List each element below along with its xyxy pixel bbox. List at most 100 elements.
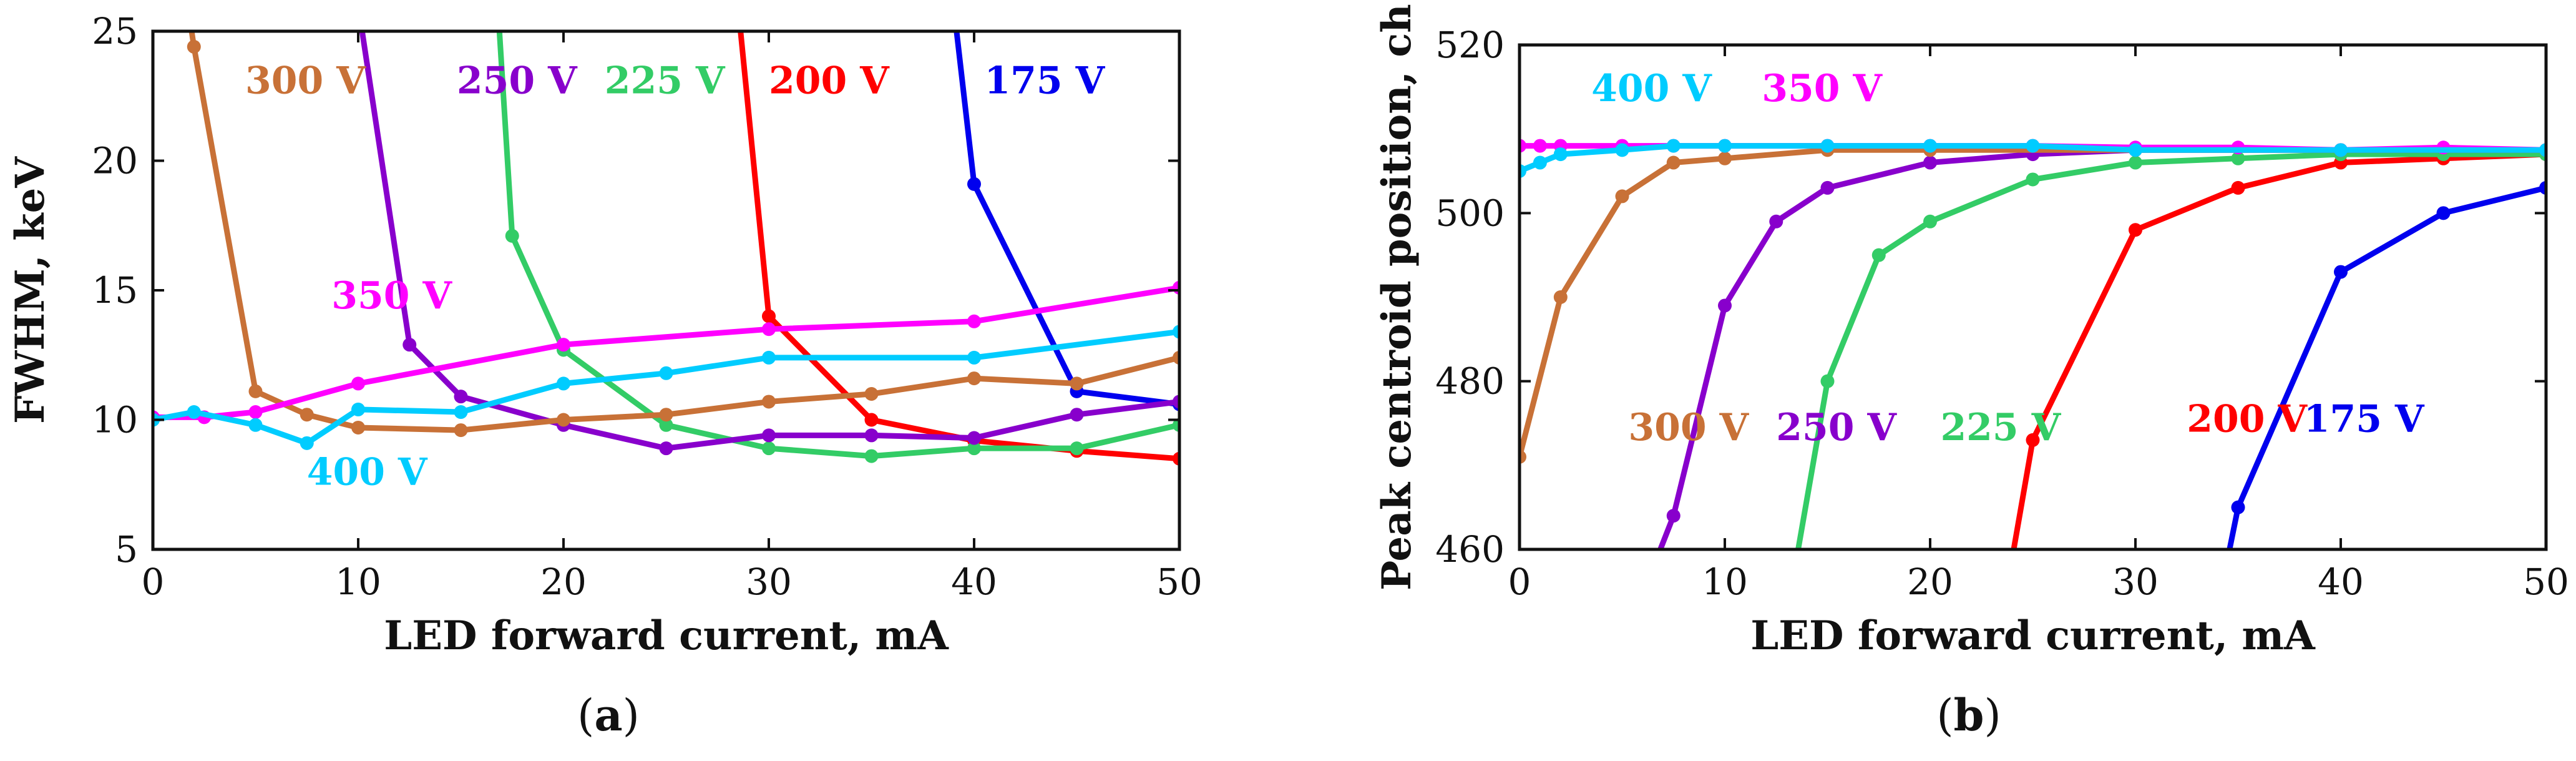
y-tick-label: 10: [92, 399, 138, 441]
data-point-175v: [2436, 206, 2451, 220]
data-point-400v: [967, 350, 981, 365]
y-tick-label: 15: [92, 269, 138, 312]
panel-letter: a: [594, 689, 622, 741]
plot-area: [1520, 139, 2546, 549]
x-tick-label: 10: [1702, 561, 1748, 603]
x-tick-label: 10: [335, 561, 381, 603]
data-point-400v: [762, 350, 776, 365]
data-point-225v: [505, 228, 519, 243]
data-point-250v: [1173, 395, 1179, 409]
data-point-350v: [1533, 139, 1547, 153]
data-point-400v: [1533, 155, 1547, 170]
series-label-300v: 300 V: [1628, 406, 1749, 449]
data-point-300v: [1666, 155, 1681, 170]
data-point-300v: [967, 371, 981, 386]
x-tick-label: 50: [2523, 561, 2569, 603]
data-point-225v: [659, 418, 673, 432]
data-point-300v: [1553, 290, 1568, 304]
data-point-250v: [1820, 180, 1835, 195]
data-point-400v: [1923, 139, 1937, 153]
x-axis-label: LED forward current, mA: [384, 612, 949, 659]
data-point-225v: [1070, 441, 1084, 456]
data-point-400v: [1718, 139, 1732, 153]
series-label-225v: 225 V: [605, 59, 726, 103]
panel-caption: (b): [1936, 689, 2001, 741]
data-point-250v: [1666, 509, 1681, 523]
data-point-400v: [1666, 139, 1681, 153]
y-tick-label: 500: [1435, 192, 1505, 234]
data-point-300v: [187, 39, 201, 54]
data-point-400v: [557, 376, 570, 391]
data-point-300v: [351, 420, 365, 435]
series-label-250v: 250 V: [1776, 406, 1897, 449]
data-point-400v: [2539, 143, 2546, 157]
data-point-350v: [351, 376, 365, 391]
data-point-400v: [1173, 325, 1179, 339]
data-point-300v: [1070, 376, 1084, 391]
data-point-250v: [762, 428, 776, 443]
data-point-175v: [2334, 265, 2348, 279]
x-tick-label: 40: [2318, 561, 2364, 603]
data-point-225v: [2129, 155, 2142, 170]
data-point-400v: [2334, 143, 2348, 157]
data-point-250v: [967, 431, 981, 445]
series-line-250v: [1657, 147, 2546, 549]
y-tick-label: 25: [92, 10, 138, 52]
panel-caption: (a): [577, 689, 640, 741]
data-point-400v: [659, 366, 673, 380]
y-tick-label: 20: [92, 140, 138, 182]
data-point-225v: [762, 441, 776, 456]
series-line-225v: [1795, 151, 2546, 549]
y-tick-label: 520: [1435, 24, 1505, 66]
x-tick-label: 0: [1508, 561, 1531, 603]
x-tick-label: 30: [746, 561, 792, 603]
data-point-200v: [864, 413, 879, 427]
data-point-350v: [762, 322, 776, 336]
data-point-225v: [967, 441, 981, 456]
panel-b: 0 10 20 30 40 50 460 480 500 520 LED forward curre…: [1373, 4, 2569, 741]
series-label-400v: 400 V: [1591, 67, 1712, 110]
series-line-200v: [2011, 151, 2546, 549]
data-point-250v: [1070, 408, 1084, 422]
data-point-350v: [967, 314, 981, 328]
data-point-400v: [1553, 147, 1568, 162]
data-point-250v: [1923, 155, 1937, 170]
data-point-250v: [454, 390, 468, 404]
series-line-175v: [954, 31, 1179, 408]
data-point-225v: [1820, 374, 1835, 388]
data-point-400v: [248, 418, 263, 432]
data-point-300v: [659, 408, 673, 422]
data-point-400v: [1615, 143, 1629, 157]
series-label-200v: 200 V: [769, 59, 890, 103]
data-point-250v: [402, 338, 417, 352]
x-tick-label: 30: [2112, 561, 2159, 603]
data-point-300v: [1718, 151, 1732, 165]
series-label-350v: 350 V: [331, 274, 452, 318]
y-axis-label: Peak centroid position, ch: [1373, 4, 1420, 591]
data-point-200v: [1173, 451, 1179, 466]
y-tick-label: 480: [1435, 360, 1505, 403]
data-point-175v: [2539, 180, 2546, 195]
data-point-250v: [659, 441, 673, 456]
data-point-225v: [864, 449, 879, 463]
series-label-350v: 350 V: [1762, 67, 1883, 110]
series-label-200v: 200 V: [2187, 397, 2308, 441]
data-point-300v: [248, 384, 263, 398]
data-point-400v: [1520, 164, 1526, 178]
data-point-225v: [2026, 172, 2040, 187]
data-point-350v: [248, 405, 263, 420]
series-label-175v: 175 V: [984, 59, 1105, 103]
y-axis-label: FWHM, keV: [7, 156, 54, 424]
data-point-400v: [351, 402, 365, 416]
data-point-300v: [1520, 449, 1526, 464]
data-point-300v: [762, 395, 776, 409]
panel-letter: b: [1954, 689, 1984, 741]
data-point-300v: [1173, 350, 1179, 365]
data-point-400v: [1820, 139, 1835, 153]
data-point-300v: [864, 387, 879, 401]
data-point-400v: [454, 405, 468, 420]
series-label-400v: 400 V: [307, 450, 428, 494]
y-tick-label: 5: [115, 528, 138, 571]
x-tick-label: 20: [540, 561, 587, 603]
data-point-300v: [300, 408, 314, 422]
